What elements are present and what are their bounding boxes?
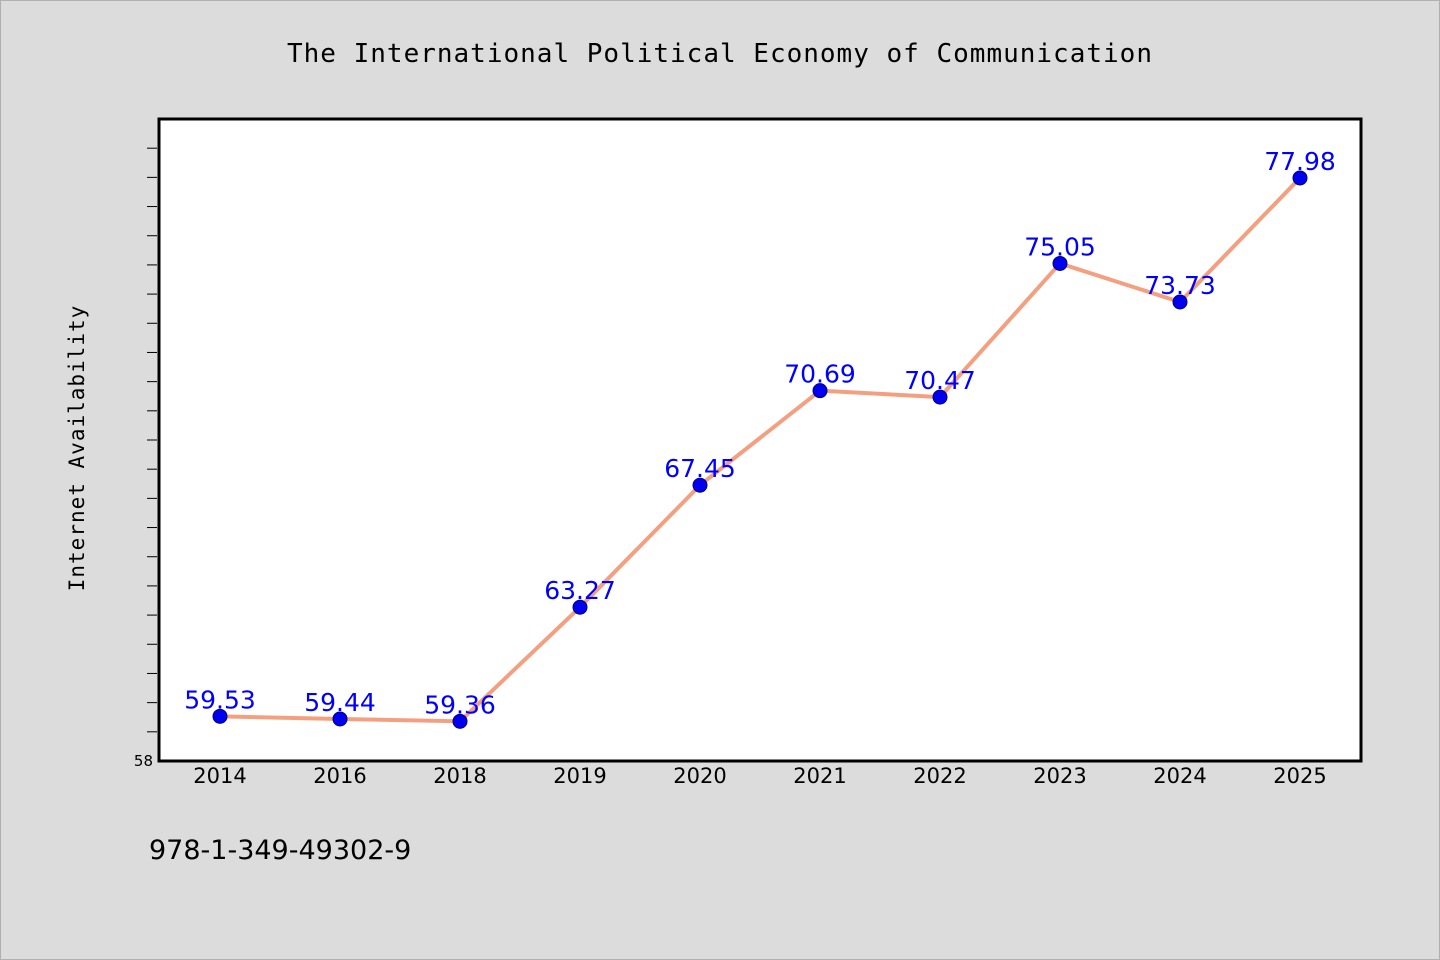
data-label: 73.73 <box>1144 271 1216 300</box>
x-axis-tick-labels: 2014 2016 2018 2019 2020 2021 2022 2023 2024 2025 <box>193 764 1326 788</box>
x-tick-label: 2019 <box>553 764 606 788</box>
series-line-group <box>219 176 1302 724</box>
series-line <box>219 176 1302 724</box>
data-label: 77.98 <box>1264 147 1336 176</box>
x-tick-label: 2020 <box>673 764 726 788</box>
data-label: 75.05 <box>1024 232 1096 261</box>
data-point <box>1292 170 1308 186</box>
x-tick-label: 2023 <box>1033 764 1086 788</box>
data-point <box>1052 255 1068 271</box>
data-label: 67.45 <box>664 454 736 483</box>
data-label: 59.44 <box>304 688 376 717</box>
data-label: 59.53 <box>184 685 256 714</box>
data-label: 70.47 <box>904 366 976 395</box>
series-markers-group <box>212 170 1308 729</box>
data-point <box>572 599 588 615</box>
x-tick-label: 2018 <box>433 764 486 788</box>
y-axis-ticks <box>147 147 157 733</box>
data-point <box>812 383 828 399</box>
x-tick-label: 2016 <box>313 764 366 788</box>
isbn-text: 978-1-349-49302-9 <box>149 835 412 866</box>
x-tick-label: 2025 <box>1273 764 1326 788</box>
data-point <box>332 711 348 727</box>
data-point <box>212 708 228 724</box>
plot-area <box>157 117 1363 763</box>
data-point <box>932 389 948 405</box>
y-axis-label: Internet Availability <box>65 305 89 592</box>
data-label: 63.27 <box>544 576 616 605</box>
x-tick-label: 2021 <box>793 764 846 788</box>
x-tick-label: 2022 <box>913 764 966 788</box>
x-tick-label: 2014 <box>193 764 246 788</box>
data-point <box>452 713 468 729</box>
x-tick-label: 2024 <box>1153 764 1206 788</box>
y-tick-label-min: 58 <box>134 752 153 770</box>
chart-title: The International Political Economy of C… <box>287 39 1153 69</box>
data-label: 70.69 <box>784 360 856 389</box>
data-labels-group: 59.53 59.44 59.36 63.27 67.45 70.69 70.47 75.05… <box>184 147 1336 719</box>
data-point <box>692 477 708 493</box>
data-label: 59.36 <box>424 690 496 719</box>
data-point <box>1172 294 1188 310</box>
